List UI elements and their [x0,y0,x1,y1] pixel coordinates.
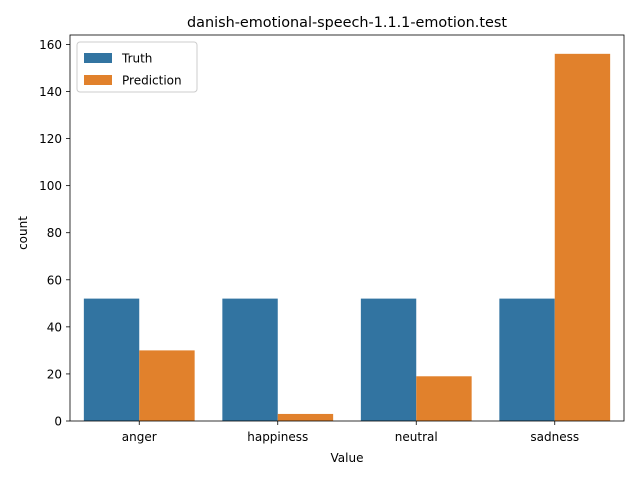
bar-truth-happiness [222,298,278,421]
y-tick-label: 160 [39,38,62,52]
x-tick-label: sadness [530,430,579,444]
legend-label-prediction: Prediction [122,74,182,88]
y-tick-label: 80 [47,226,62,240]
bar-truth-sadness [499,298,555,421]
y-tick-label: 40 [47,320,62,334]
y-tick-label: 100 [39,179,62,193]
bars [83,53,611,421]
bar-truth-anger [83,298,140,421]
plot-frame [69,34,625,422]
bar-prediction-happiness [277,413,334,421]
x-tick-label: neutral [395,430,438,444]
x-ticks: anger happiness neutral sadness [122,421,579,444]
legend-label-truth: Truth [121,52,152,66]
axes [69,34,625,422]
bar-prediction-sadness [554,53,611,421]
chart-title: danish-emotional-speech-1.1.1-emotion.te… [187,15,507,31]
y-tick-label: 120 [39,132,62,146]
y-tick-label: 0 [54,415,62,429]
y-ticks: 0 20 40 60 80 100 120 140 160 [39,38,70,429]
bar-truth-neutral [360,298,417,421]
x-axis-label: Value [331,451,364,465]
y-tick-label: 20 [47,367,62,381]
y-tick-label: 140 [39,85,62,99]
x-tick-label: happiness [247,430,308,444]
bar-prediction-neutral [416,376,472,421]
legend: Truth Prediction [76,41,198,93]
legend-swatch-prediction [84,75,112,85]
legend-swatch-truth [84,53,112,63]
y-tick-label: 60 [47,273,62,287]
y-axis-label: count [16,216,30,250]
bar-prediction-anger [139,350,195,421]
x-tick-label: anger [122,430,157,444]
